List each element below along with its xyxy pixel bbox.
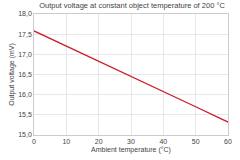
- svg-text:17,0: 17,0: [18, 51, 32, 58]
- svg-text:18,0: 18,0: [18, 10, 32, 17]
- svg-text:16,0: 16,0: [18, 91, 32, 98]
- svg-text:15,5: 15,5: [18, 111, 32, 118]
- svg-text:16,5: 16,5: [18, 71, 32, 78]
- svg-text:10: 10: [62, 138, 70, 145]
- svg-text:17,5: 17,5: [18, 31, 32, 38]
- svg-text:15,0: 15,0: [18, 131, 32, 138]
- svg-text:Ambient temperature (°C): Ambient temperature (°C): [91, 146, 171, 154]
- svg-text:60: 60: [224, 138, 232, 145]
- svg-text:50: 50: [192, 138, 200, 145]
- svg-text:0: 0: [32, 138, 36, 145]
- svg-text:Output voltage (mV): Output voltage (mV): [8, 43, 16, 106]
- svg-text:Output voltage at constant obj: Output voltage at constant object temper…: [39, 1, 225, 10]
- svg-text:20: 20: [95, 138, 103, 145]
- svg-text:40: 40: [159, 138, 167, 145]
- svg-text:30: 30: [127, 138, 135, 145]
